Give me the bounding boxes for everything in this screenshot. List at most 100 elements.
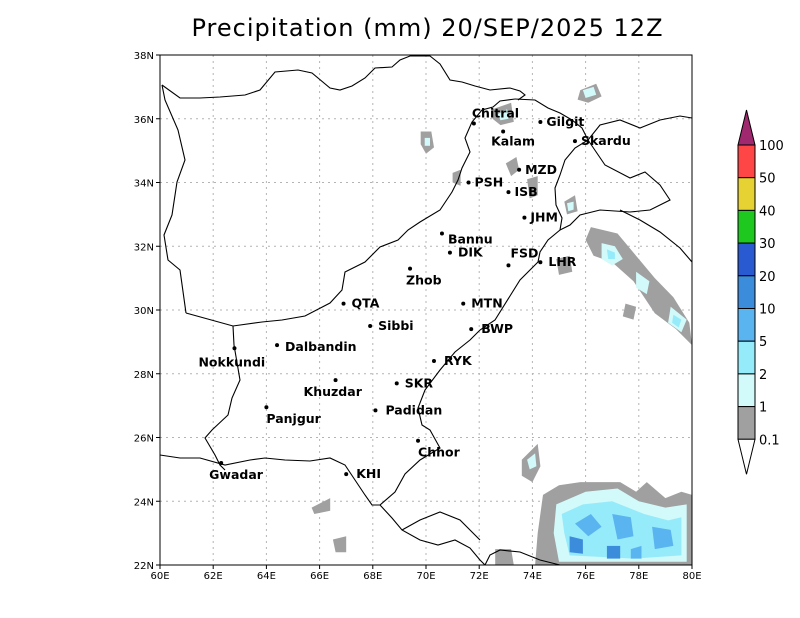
colorbar-bottom-arrow	[737, 438, 756, 475]
city-label: BWP	[481, 321, 513, 336]
colorbar-label: 1	[759, 401, 767, 416]
city-label: Bannu	[448, 232, 493, 247]
y-tick-label: 26N	[134, 434, 154, 445]
x-tick-label: 60E	[150, 571, 169, 582]
precip-area	[575, 514, 602, 537]
colorbar-label: 40	[759, 204, 776, 219]
x-tick-label: 68E	[363, 571, 382, 582]
city-marker	[461, 301, 466, 306]
city-marker	[501, 129, 506, 134]
coastline	[159, 454, 486, 566]
city-marker	[219, 461, 224, 465]
city-label: Kalam	[491, 134, 535, 149]
india-interior-coast	[484, 549, 561, 566]
x-tick-label: 80E	[682, 571, 701, 582]
precip-area	[569, 536, 583, 554]
city-label: MZD	[525, 162, 557, 177]
city-label: SKR	[405, 375, 434, 390]
colorbar-label: 0.1	[759, 433, 780, 448]
city-marker	[333, 378, 338, 383]
colorbar-label: 30	[759, 237, 776, 252]
precip-area	[452, 169, 461, 186]
colorbar-label: 50	[759, 172, 776, 187]
gulf-of-kutch	[401, 511, 481, 541]
india-east-border	[559, 139, 671, 231]
precip-area	[497, 109, 509, 121]
precip-area	[672, 314, 682, 328]
axis-ticks: 60E 62E 64E 66E 68E 70E 72E 74E 76E 78E 80E 22N 24N 2…	[134, 51, 702, 582]
colorbar-top-arrow	[737, 109, 756, 146]
colorbar-label: 2	[759, 368, 767, 383]
city-label: KHI	[356, 466, 381, 481]
city-label: QTA	[352, 296, 380, 311]
city-label: Gwadar	[209, 467, 264, 482]
precip-area	[505, 157, 520, 177]
city-marker	[344, 472, 349, 477]
city-marker	[416, 438, 421, 443]
afghanistan-north-border	[161, 55, 526, 101]
city-label: DIK	[458, 245, 484, 260]
city-label: Chitral	[472, 106, 519, 121]
y-tick-label: 22N	[134, 561, 154, 572]
city-label: JHM	[529, 210, 558, 225]
y-tick-label: 24N	[134, 497, 154, 508]
colorbar-label: 5	[759, 335, 767, 350]
afghanistan-pakistan-border	[185, 98, 516, 327]
city-marker	[394, 381, 399, 386]
x-tick-label: 64E	[257, 571, 276, 582]
colorbar-box	[737, 209, 756, 244]
city-marker	[341, 301, 346, 306]
x-tick-label: 72E	[470, 571, 489, 582]
city-marker	[538, 260, 543, 265]
colorbar-box	[737, 275, 756, 309]
precip-area	[424, 137, 430, 146]
city-marker	[373, 408, 378, 413]
precip-area	[527, 453, 537, 470]
colorbar-box	[737, 144, 756, 179]
city-label: LHR	[548, 254, 576, 269]
city-label: MTN	[471, 296, 502, 311]
city-marker	[368, 323, 373, 328]
y-tick-label: 28N	[134, 370, 154, 381]
colorbar-box	[737, 406, 756, 440]
city-marker	[522, 215, 527, 220]
city-label: Chhor	[418, 445, 461, 460]
city-marker	[572, 139, 577, 144]
x-tick-label: 76E	[576, 571, 595, 582]
precip-area	[311, 498, 331, 514]
city-label: Khuzdar	[304, 384, 363, 399]
precip-area	[567, 201, 574, 212]
city-marker	[506, 190, 511, 195]
city-marker	[275, 343, 280, 348]
colorbar-box	[737, 373, 756, 408]
precip-area	[612, 514, 634, 540]
x-tick-label: 62E	[204, 571, 223, 582]
y-tick-label: 30N	[134, 306, 154, 317]
india-nepal-border	[619, 209, 693, 263]
colorbar-label: 20	[759, 270, 776, 285]
city-label: Skardu	[581, 133, 631, 148]
city-label: FSD	[510, 245, 538, 260]
city-label: ISB	[514, 184, 537, 199]
city-marker	[264, 405, 269, 410]
colorbar-box	[737, 177, 756, 211]
pakistan-iran-border	[204, 325, 241, 471]
colorbar-label: 10	[759, 303, 776, 318]
city-marker	[439, 231, 444, 236]
city-label: Sibbi	[378, 318, 413, 333]
precipitation-shading	[311, 83, 692, 565]
city-marker	[506, 263, 511, 268]
y-tick-label: 38N	[134, 51, 154, 62]
precip-area	[622, 303, 637, 320]
colorbar-box	[737, 242, 756, 277]
precip-area	[495, 549, 514, 565]
precip-area	[606, 545, 621, 559]
city-label: PSH	[475, 175, 504, 190]
city-marker	[431, 359, 436, 363]
city-label: Nokkundi	[198, 354, 265, 369]
precip-area	[556, 255, 573, 275]
city-marker	[517, 167, 522, 172]
precip-area	[636, 271, 650, 295]
city-label: Padidan	[385, 402, 442, 417]
